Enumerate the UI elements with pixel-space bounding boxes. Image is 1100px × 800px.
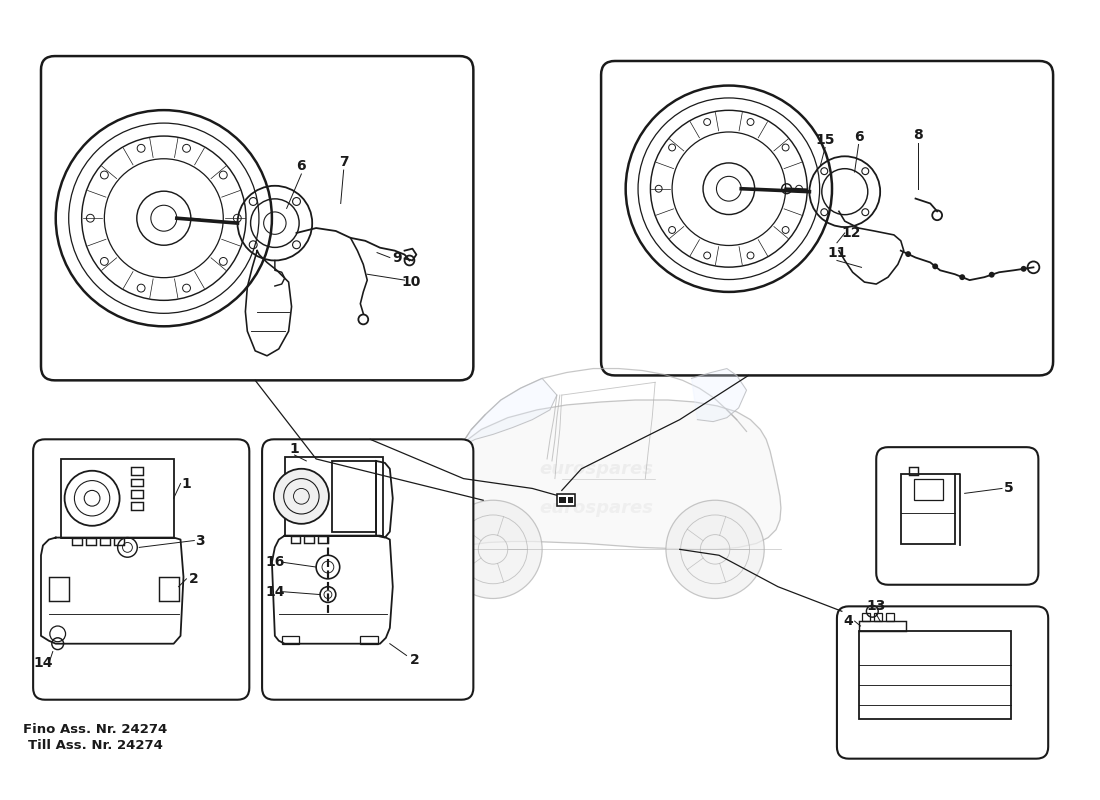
Bar: [914, 478, 943, 500]
Circle shape: [989, 272, 994, 278]
Bar: [158, 577, 178, 602]
Bar: [332, 461, 376, 532]
Text: 14: 14: [33, 656, 53, 670]
Bar: [131, 490, 143, 498]
Bar: [113, 538, 123, 546]
Bar: [290, 536, 300, 543]
Bar: [305, 536, 315, 543]
Bar: [48, 577, 68, 602]
Bar: [131, 467, 143, 474]
Bar: [131, 478, 143, 486]
Circle shape: [444, 500, 542, 598]
Text: eurospares: eurospares: [539, 499, 653, 517]
Text: 12: 12: [842, 226, 861, 240]
Bar: [858, 631, 1011, 719]
Bar: [285, 457, 383, 536]
Text: 8: 8: [913, 128, 923, 142]
Bar: [100, 538, 110, 546]
FancyBboxPatch shape: [877, 447, 1038, 585]
Text: 5: 5: [1004, 482, 1014, 495]
Text: 1: 1: [289, 442, 299, 456]
Circle shape: [274, 469, 329, 524]
Polygon shape: [465, 378, 557, 444]
Bar: [874, 614, 882, 621]
Text: 9: 9: [392, 250, 402, 265]
Text: eurospares: eurospares: [734, 197, 822, 210]
Circle shape: [316, 555, 340, 579]
Text: 1: 1: [182, 477, 191, 490]
Polygon shape: [692, 369, 747, 422]
Text: 11: 11: [827, 246, 847, 260]
Bar: [73, 538, 82, 546]
Text: 14: 14: [265, 585, 285, 598]
Bar: [86, 538, 96, 546]
Circle shape: [666, 500, 764, 598]
Text: 7: 7: [339, 155, 349, 170]
Text: eurospares: eurospares: [184, 206, 272, 220]
Text: 13: 13: [867, 599, 886, 614]
FancyBboxPatch shape: [837, 606, 1048, 758]
Text: 16: 16: [265, 555, 285, 569]
Circle shape: [959, 274, 965, 280]
FancyBboxPatch shape: [33, 439, 250, 700]
Text: Fino Ass. Nr. 24274: Fino Ass. Nr. 24274: [23, 722, 167, 736]
Text: Till Ass. Nr. 24274: Till Ass. Nr. 24274: [28, 739, 163, 752]
FancyBboxPatch shape: [262, 439, 473, 700]
Bar: [887, 614, 894, 621]
Text: 4: 4: [844, 614, 854, 628]
Text: 3: 3: [196, 534, 205, 547]
Text: 2: 2: [188, 572, 198, 586]
Text: 6: 6: [854, 130, 864, 144]
Bar: [901, 474, 955, 545]
Circle shape: [932, 263, 938, 270]
Text: eurospares: eurospares: [895, 659, 975, 672]
Circle shape: [320, 586, 336, 602]
FancyBboxPatch shape: [601, 61, 1053, 375]
Bar: [862, 614, 870, 621]
Bar: [557, 494, 574, 506]
Text: 2: 2: [409, 654, 419, 667]
Bar: [60, 459, 174, 538]
Polygon shape: [419, 400, 781, 554]
Bar: [131, 502, 143, 510]
Bar: [559, 498, 565, 503]
Text: 15: 15: [815, 133, 835, 146]
Text: 6: 6: [297, 159, 306, 173]
Text: eurospares: eurospares: [539, 460, 653, 478]
Bar: [361, 636, 378, 644]
Bar: [909, 467, 918, 474]
Circle shape: [1021, 266, 1026, 272]
Text: 10: 10: [402, 275, 421, 289]
Bar: [568, 498, 573, 503]
Bar: [282, 636, 299, 644]
FancyBboxPatch shape: [41, 56, 473, 380]
Text: eurospares: eurospares: [292, 472, 371, 485]
Text: eurospares: eurospares: [80, 566, 160, 578]
Bar: [318, 536, 328, 543]
Circle shape: [905, 251, 911, 257]
Bar: [858, 621, 905, 631]
